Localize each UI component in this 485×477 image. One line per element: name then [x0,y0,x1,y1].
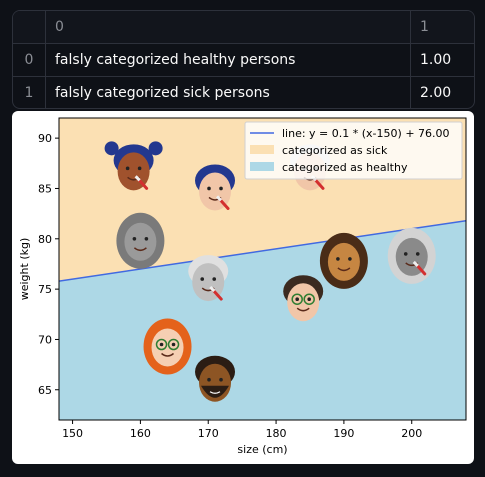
thermometer-tip [215,195,223,202]
legend: line: y = 0.1 * (x-150) + 76.00 categoriz… [244,121,463,180]
eye [219,377,223,382]
eye [159,342,164,347]
legend-sick-swatch [250,145,274,154]
thermometer-tip [134,175,141,182]
hair-bun [148,141,163,156]
glasses [155,338,168,351]
face-skin [151,328,184,367]
eye [125,166,130,171]
eye [207,186,211,191]
face-marker [143,318,192,375]
chart-card: 150 160 170 180 190 200 65 70 75 80 85 90 size (cm) w… [12,111,474,464]
row-label[interactable]: falsly categorized sick persons [46,77,411,108]
face-skin [287,283,320,322]
y-tick-label: 80 [38,233,52,246]
face-marker [283,275,324,322]
thermometer-tip [209,286,216,293]
glasses [303,293,315,305]
header-col-0[interactable]: 0 [46,11,411,43]
x-tick-label: 180 [266,427,287,440]
eye [212,277,217,281]
y-tick-label: 75 [38,283,52,296]
eye [200,277,205,281]
glasses [167,338,180,351]
scatter-chart: 150 160 170 180 190 200 65 70 75 80 85 90 size (cm) w… [18,117,467,456]
face-marker [104,141,163,191]
eye [144,237,149,241]
plot-frame [58,117,467,421]
face-marker [195,164,236,211]
face-skin [327,242,360,281]
row-index: 1 [13,77,46,108]
eye [295,297,300,301]
hair-bun [104,141,119,156]
legend-healthy-label: categorized as healthy [282,161,408,174]
x-tick-label: 190 [333,427,354,440]
glasses [291,293,303,305]
face-marker [116,212,165,269]
table-header-row: 0 1 [13,11,474,44]
eye [403,252,408,256]
legend-healthy-swatch [250,162,274,171]
face-marker [319,232,368,289]
eye [336,257,340,261]
x-tick-label: 170 [198,427,219,440]
decision-line [59,219,466,282]
table-row[interactable]: 1 falsly categorized sick persons 2.00 [13,77,474,108]
row-value[interactable]: 1.00 [420,52,452,68]
header-col-1[interactable]: 1 [420,19,429,35]
legend-line-label: line: y = 0.1 * (x-150) + 76.00 [282,127,450,140]
row-value[interactable]: 2.00 [420,85,452,101]
face-skin [124,222,157,261]
mouth [133,247,147,252]
x-axis-label: size (cm) [237,443,287,456]
eye [348,257,352,261]
eye [415,252,420,256]
face-marker [387,227,436,284]
y-tick-label: 70 [38,333,52,346]
eye [132,237,137,241]
mouth [337,267,351,272]
dataframe-table[interactable]: 0 1 0 falsly categorized healthy persons… [12,10,475,109]
row-label[interactable]: falsly categorized healthy persons [46,44,411,76]
y-tick-label: 85 [38,182,52,195]
eye [219,186,223,191]
x-tick-label: 200 [401,427,422,440]
table-row[interactable]: 0 falsly categorized healthy persons 1.0… [13,44,474,77]
eye [207,377,211,382]
row-index: 0 [13,44,46,76]
x-tick-label: 160 [130,427,151,440]
beard [201,385,230,398]
eye [171,342,176,347]
x-tick-label: 150 [62,427,83,440]
mouth [209,391,221,394]
eye [307,297,312,301]
mouth [296,307,310,312]
y-tick-label: 65 [38,384,52,397]
face-marker [188,255,229,302]
thermometer-tip [412,260,419,267]
y-axis-label: weight (kg) [18,238,31,301]
mouth [161,352,175,357]
header-index-cell [13,11,46,43]
y-tick-label: 90 [38,132,52,145]
legend-sick-label: categorized as sick [282,144,388,157]
eye [137,166,142,171]
legend-box [244,121,463,180]
face-marker [195,355,236,402]
